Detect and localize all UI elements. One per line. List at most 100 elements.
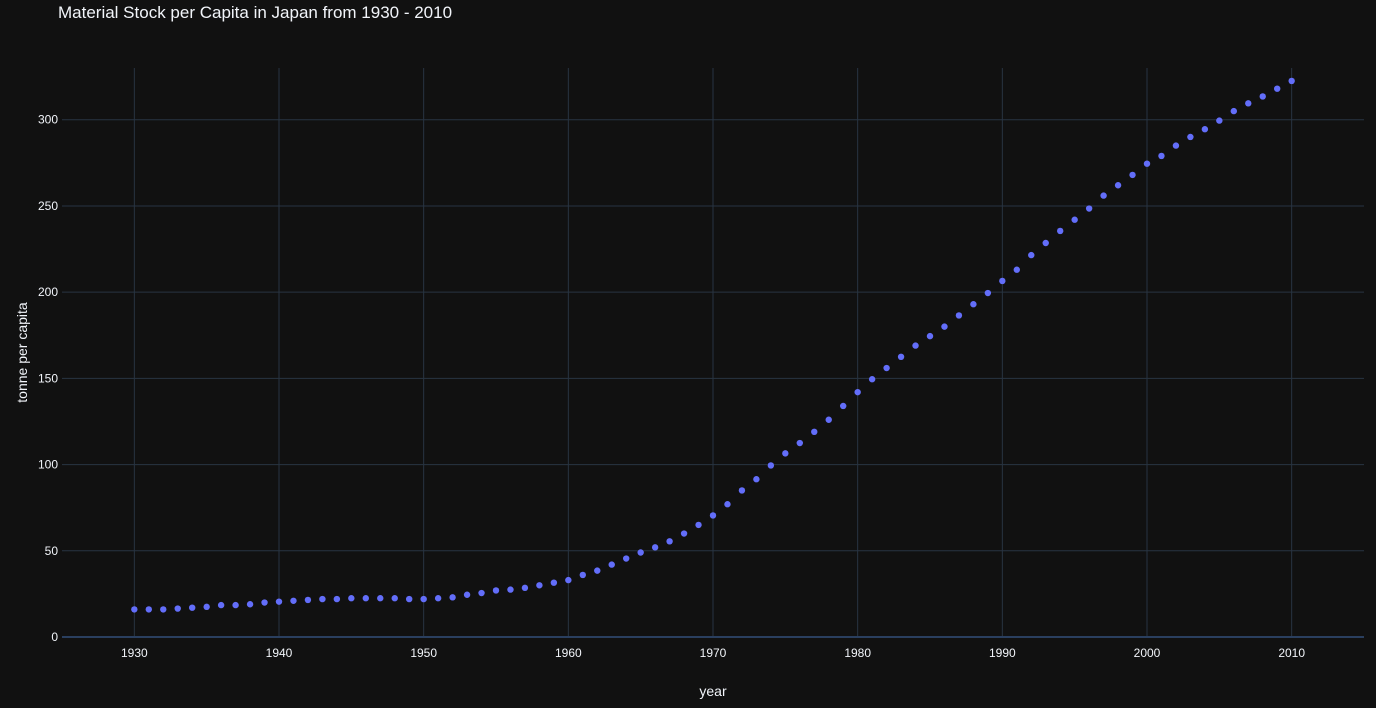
data-point[interactable] [174, 605, 181, 612]
data-point[interactable] [420, 595, 427, 603]
x-axis-title: year [699, 683, 727, 699]
y-tick-label: 300 [38, 113, 58, 127]
y-tick-label: 250 [38, 199, 58, 213]
data-point[interactable] [391, 595, 398, 602]
data-point[interactable] [796, 439, 803, 447]
data-point[interactable] [883, 364, 890, 372]
data-point[interactable] [1100, 192, 1107, 199]
data-point[interactable] [941, 323, 948, 330]
data-point[interactable] [261, 599, 268, 606]
data-point[interactable] [1201, 126, 1209, 133]
data-point[interactable] [377, 595, 384, 602]
x-tick-label: 2010 [1278, 646, 1305, 660]
y-axis-title: tonne per capita [14, 302, 30, 403]
x-tick-label: 1950 [410, 646, 437, 660]
data-point[interactable] [1071, 216, 1078, 223]
data-point[interactable] [695, 521, 702, 529]
data-point[interactable] [536, 582, 543, 589]
data-point[interactable] [651, 544, 659, 551]
data-point[interactable] [1158, 152, 1165, 160]
data-point[interactable] [912, 342, 919, 349]
y-tick-label: 50 [45, 544, 59, 558]
data-point[interactable] [507, 586, 514, 593]
data-point[interactable] [753, 476, 760, 483]
data-point[interactable] [160, 606, 167, 613]
data-point[interactable] [579, 571, 586, 579]
x-tick-label: 1970 [700, 646, 727, 660]
data-point[interactable] [1129, 171, 1136, 179]
y-tick-label: 200 [38, 285, 58, 299]
data-point[interactable] [463, 591, 471, 598]
data-point[interactable] [449, 594, 456, 601]
data-point[interactable] [189, 604, 196, 611]
data-point[interactable] [1245, 100, 1252, 107]
data-point[interactable] [1028, 251, 1035, 259]
data-point[interactable] [623, 555, 630, 562]
y-tick-label: 100 [38, 458, 58, 472]
data-point[interactable] [709, 512, 717, 519]
data-point[interactable] [521, 584, 529, 592]
data-point[interactable] [362, 595, 369, 602]
data-point[interactable] [1259, 93, 1266, 100]
data-point[interactable] [1172, 142, 1180, 149]
data-point[interactable] [999, 277, 1006, 285]
y-tick-label: 150 [38, 371, 58, 385]
data-point[interactable] [406, 595, 413, 603]
data-point[interactable] [1230, 107, 1238, 115]
data-point[interactable] [666, 538, 673, 545]
data-point[interactable] [565, 576, 572, 584]
marker-layer [131, 77, 1295, 613]
data-point[interactable] [1187, 133, 1194, 141]
data-point[interactable] [840, 402, 847, 410]
data-point[interactable] [246, 601, 254, 608]
data-point[interactable] [478, 589, 485, 597]
data-point[interactable] [680, 530, 688, 537]
data-point[interactable] [203, 603, 210, 611]
data-point[interactable] [434, 595, 442, 602]
data-point[interactable] [782, 450, 789, 457]
data-point[interactable] [1042, 239, 1049, 247]
data-point[interactable] [825, 416, 832, 423]
data-point[interactable] [955, 312, 963, 319]
data-point[interactable] [1085, 205, 1093, 212]
data-point[interactable] [767, 462, 775, 469]
x-tick-label: 1960 [555, 646, 582, 660]
data-point[interactable] [1114, 182, 1122, 189]
data-point[interactable] [1274, 85, 1281, 92]
data-point[interactable] [738, 487, 746, 494]
data-point[interactable] [1143, 160, 1151, 167]
y-tick-label: 0 [51, 630, 58, 644]
data-point[interactable] [217, 601, 225, 609]
data-point[interactable] [594, 567, 601, 574]
data-point[interactable] [811, 428, 818, 436]
data-point[interactable] [637, 549, 644, 556]
data-point[interactable] [897, 353, 905, 361]
data-point[interactable] [145, 606, 152, 613]
data-point[interactable] [348, 595, 355, 602]
data-point[interactable] [492, 587, 500, 594]
x-tick-label: 1990 [989, 646, 1016, 660]
data-point[interactable] [304, 596, 312, 604]
x-tick-label: 1940 [266, 646, 293, 660]
data-point[interactable] [1288, 77, 1295, 85]
data-point[interactable] [868, 376, 876, 383]
chart-title: Material Stock per Capita in Japan from … [58, 3, 453, 22]
data-point[interactable] [319, 595, 326, 603]
data-point[interactable] [926, 332, 934, 340]
data-point[interactable] [608, 561, 615, 568]
x-tick-label: 2000 [1134, 646, 1161, 660]
data-point[interactable] [724, 501, 731, 508]
data-point[interactable] [970, 301, 977, 308]
data-point[interactable] [1057, 227, 1064, 235]
data-point[interactable] [275, 598, 283, 605]
data-point[interactable] [984, 289, 992, 297]
data-point[interactable] [550, 579, 558, 586]
data-point[interactable] [1013, 266, 1020, 273]
data-point[interactable] [232, 601, 239, 609]
data-point[interactable] [290, 597, 297, 604]
data-point[interactable] [854, 388, 861, 396]
data-point[interactable] [333, 595, 341, 603]
data-point[interactable] [131, 606, 138, 613]
data-point[interactable] [1216, 117, 1223, 124]
